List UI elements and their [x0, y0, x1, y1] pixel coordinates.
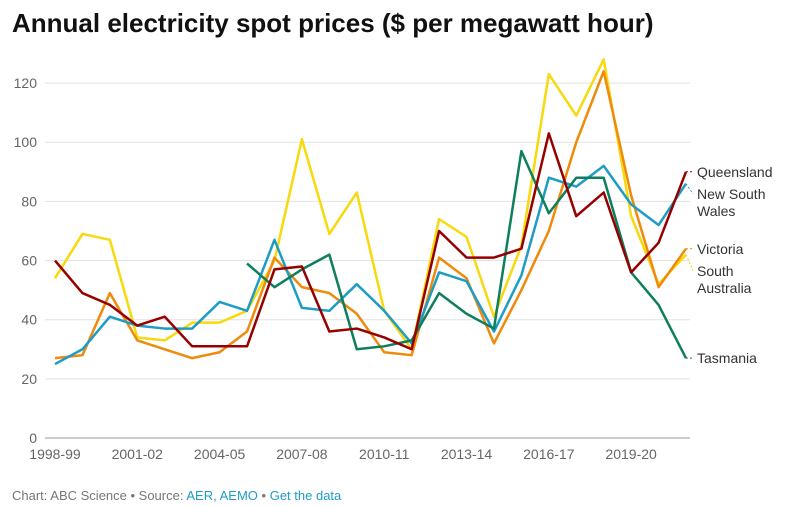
source-link[interactable]: AER, AEMO: [186, 488, 258, 503]
x-tick-label: 2013-14: [441, 446, 493, 462]
y-tick-label: 100: [14, 134, 38, 150]
x-tick-label: 2019-20: [605, 446, 657, 462]
x-tick-label: 2016-17: [523, 446, 575, 462]
series-label: New South Wales: [697, 185, 766, 219]
series-line: [246, 149, 688, 359]
series-label: Victoria: [697, 240, 744, 257]
x-tick-label: 2001-02: [112, 446, 164, 462]
y-tick-label: 40: [21, 312, 37, 328]
series-line: [54, 69, 688, 360]
chart-title: Annual electricity spot prices ($ per me…: [12, 8, 654, 38]
series-line: [54, 132, 688, 351]
leader-line: [685, 183, 694, 195]
series-label: South Australia: [697, 262, 752, 296]
x-tick-label: 2010-11: [359, 446, 410, 462]
series-line: [53, 58, 687, 351]
leader-line: [685, 254, 694, 271]
x-tick-label: 2007-08: [276, 446, 328, 462]
x-tick-label: 1998-99: [29, 446, 81, 462]
series-label: Tasmania: [697, 350, 757, 367]
separator: •: [261, 488, 267, 503]
series-line: [54, 164, 688, 366]
series-label: Queensland: [697, 163, 773, 180]
y-tick-label: 0: [29, 430, 37, 446]
y-tick-label: 120: [14, 75, 38, 91]
x-tick-label: 2004-05: [194, 446, 246, 462]
credit: Chart: ABC Science • Source:: [12, 488, 184, 503]
footer: Chart: ABC Science • Source: AER, AEMO •…: [12, 488, 341, 503]
y-tick-label: 60: [21, 253, 37, 269]
y-tick-label: 20: [21, 371, 37, 387]
y-tick-label: 80: [21, 193, 37, 209]
data-link[interactable]: Get the data: [269, 488, 342, 503]
